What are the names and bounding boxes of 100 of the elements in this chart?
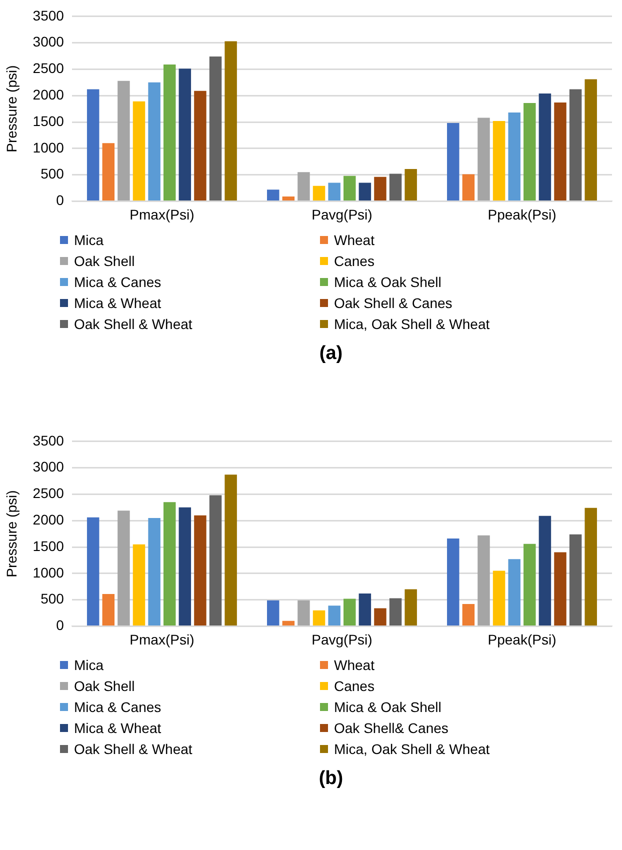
bar: [404, 589, 417, 626]
bar: [524, 544, 536, 626]
bar: [132, 101, 146, 200]
bar: [266, 600, 280, 626]
y-tick-label: 3500: [32, 7, 64, 24]
bar: [492, 120, 506, 200]
legend-label: Canes: [334, 678, 374, 694]
x-tick-label: Pavg(Psi): [312, 631, 372, 648]
bar: [328, 606, 340, 626]
bar: [462, 604, 475, 626]
x-tick-label: Pmax(Psi): [130, 631, 194, 648]
bar: [569, 534, 582, 626]
x-tick-label: Pmax(Psi): [130, 206, 194, 222]
bar: [132, 544, 146, 626]
y-tick-label: 0: [56, 617, 64, 634]
y-tick-label: 2000: [32, 511, 64, 528]
bar: [554, 552, 566, 626]
legend-label: Oak Shell & Wheat: [74, 740, 192, 756]
bar: [447, 123, 460, 200]
y-tick-label: 3000: [32, 34, 64, 50]
bar: [312, 610, 326, 626]
text: (b): [318, 768, 344, 790]
bar: [194, 515, 206, 626]
bar: [118, 510, 130, 626]
y-tick-label: 2000: [32, 86, 64, 102]
bar: [328, 182, 340, 200]
bar: [224, 41, 237, 200]
bar: [508, 112, 520, 200]
bar: [492, 570, 506, 626]
legend-label: Oak Shell: [74, 678, 135, 694]
x-tick-label: Ppeak(Psi): [488, 631, 556, 648]
legend-label: Mica, Oak Shell & Wheat: [334, 740, 490, 756]
legend-label: Mica, Oak Shell & Wheat: [334, 316, 490, 332]
x-tick-label: Ppeak(Psi): [488, 206, 556, 222]
bar: [178, 507, 192, 626]
text: (a): [318, 343, 344, 365]
y-tick-label: 1500: [32, 112, 64, 129]
bar: [538, 516, 552, 626]
bar: [584, 79, 597, 200]
y-tick-label: 0: [56, 192, 64, 208]
bar: [282, 620, 295, 626]
y-tick-label: 2500: [32, 60, 64, 76]
y-axis-title: Pressure (psi): [3, 490, 20, 578]
bar: [524, 102, 536, 200]
bar: [102, 594, 115, 626]
bar: [554, 102, 566, 200]
bar: [298, 172, 310, 200]
y-tick-label: 3500: [32, 432, 64, 448]
bar: [209, 495, 222, 626]
y-tick-label: 1500: [32, 538, 64, 554]
bar: [163, 64, 176, 200]
bar: [86, 89, 100, 200]
bar: [118, 80, 130, 200]
bar: [374, 608, 386, 626]
bar: [194, 90, 206, 200]
bar: [389, 174, 402, 200]
legend-label: Mica & Canes: [74, 274, 162, 290]
bar: [478, 118, 490, 200]
y-tick-label: 1000: [32, 139, 64, 156]
legend-label: Mica & Oak Shell: [334, 274, 442, 290]
bar: [163, 502, 176, 626]
bar: [86, 517, 100, 626]
legend-label: Canes: [334, 252, 374, 268]
y-tick-label: 500: [40, 166, 64, 182]
legend-label: Mica & Canes: [74, 698, 162, 714]
y-tick-label: 2500: [32, 485, 64, 502]
y-tick-label: 500: [40, 590, 64, 607]
legend-label: Wheat: [334, 656, 374, 672]
bar: [298, 600, 310, 626]
y-axis-title: Pressure (psi): [3, 65, 20, 152]
bar: [389, 598, 402, 626]
y-tick-label: 3000: [32, 458, 64, 475]
legend-label: Oak Shell: [74, 252, 135, 268]
bar: [178, 68, 192, 200]
bar: [102, 143, 115, 200]
bar: [282, 196, 295, 200]
legend-label: Mica: [74, 232, 104, 248]
bar: [447, 538, 460, 626]
bar: [584, 508, 597, 626]
bar: [374, 176, 386, 200]
x-tick-label: Pavg(Psi): [312, 206, 372, 222]
bar: [358, 182, 372, 200]
legend-label: Oak Shell & Wheat: [74, 316, 192, 332]
bar: [266, 190, 280, 200]
bar: [148, 82, 160, 200]
bar: [148, 518, 160, 626]
bar: [224, 474, 237, 626]
bar: [478, 535, 490, 626]
bar: [358, 593, 372, 626]
bar: [344, 176, 356, 200]
bar: [508, 559, 520, 626]
bar: [569, 89, 582, 200]
bar: [538, 93, 552, 200]
legend-label: Mica & Oak Shell: [334, 698, 442, 714]
bar: [404, 168, 417, 200]
bar: [209, 56, 222, 200]
bar: [312, 186, 326, 200]
legend-label: Mica & Wheat: [74, 720, 162, 736]
legend-label: Wheat: [334, 232, 374, 248]
legend-label: Mica & Wheat: [74, 294, 162, 310]
